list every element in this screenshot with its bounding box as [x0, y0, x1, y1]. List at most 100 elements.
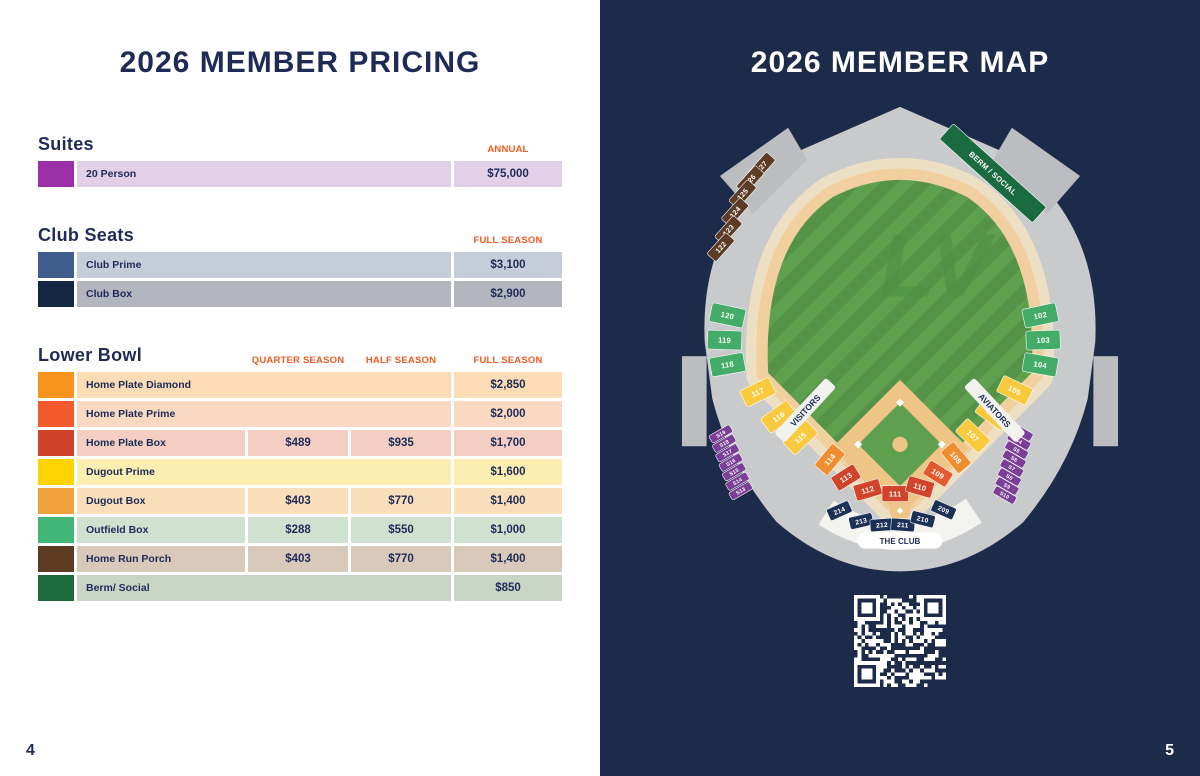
qr-module [890, 683, 895, 687]
qr-module [861, 609, 866, 614]
qr-module [883, 613, 888, 618]
price-cell-full: $1,400 [454, 546, 562, 572]
qr-module [927, 594, 932, 599]
qr-module [894, 598, 899, 603]
qr-module [879, 661, 884, 665]
qr-module [931, 657, 935, 662]
qr-module [876, 668, 880, 673]
row-label: Outfield Box [77, 517, 245, 543]
qr-module [854, 675, 858, 680]
qr-module [923, 628, 928, 632]
qr-module [942, 657, 946, 662]
qr-module [890, 635, 895, 640]
qr-module [868, 639, 873, 643]
qr-module [861, 672, 866, 676]
map-section-s18: S18 [712, 434, 737, 453]
svg-text:S7: S7 [1007, 464, 1016, 473]
qr-module [890, 631, 895, 636]
qr-module [916, 679, 921, 684]
row-color-swatch [38, 161, 74, 187]
qr-module [894, 650, 899, 654]
qr-module [931, 664, 935, 669]
pricing-row: Dugout Prime $1,600 [38, 459, 562, 485]
qr-module [854, 628, 858, 632]
qr-module [854, 664, 858, 669]
qr-module [854, 605, 858, 610]
price-cell-quarter: $403 [248, 488, 348, 514]
svg-text:S6: S6 [1009, 455, 1018, 464]
qr-module [909, 664, 913, 669]
qr-module [887, 679, 891, 684]
svg-text:118: 118 [720, 359, 734, 370]
map-section-102: 102 [1021, 302, 1059, 329]
qr-module [916, 675, 921, 680]
map-section-113: 113 [830, 464, 862, 491]
svg-text:211: 211 [897, 522, 909, 530]
pricing-row: Home Plate Prime $2,000 [38, 401, 562, 427]
price-cell-full: $1,000 [454, 517, 562, 543]
map-page-title: 2026 MEMBER MAP [750, 46, 1050, 79]
row-color-swatch [38, 575, 74, 601]
qr-module [942, 605, 946, 610]
qr-module [938, 639, 943, 643]
qr-module [865, 594, 869, 599]
qr-module [898, 617, 902, 621]
qr-module [887, 672, 891, 676]
pricing-row: Club Box $2,900 [38, 281, 562, 307]
map-section-210: 210 [909, 510, 936, 528]
qr-module [942, 664, 946, 669]
qr-module [894, 624, 899, 629]
qr-module [883, 642, 888, 647]
qr-module [901, 620, 906, 625]
qr-module [916, 594, 921, 599]
qr-module [876, 631, 880, 636]
price-cell-full: $850 [454, 575, 562, 601]
qr-module [857, 620, 862, 625]
qr-module [857, 624, 862, 629]
qr-module [912, 617, 917, 621]
svg-text:S9: S9 [1002, 482, 1011, 491]
map-section-103: 103 [1025, 329, 1061, 351]
qr-module [868, 631, 873, 636]
qr-module [912, 668, 917, 673]
qr-module [879, 624, 884, 629]
qr-module [883, 679, 888, 684]
qr-module [901, 650, 906, 654]
qr-module [920, 650, 924, 654]
qr-module [872, 650, 877, 654]
map-section-213: 213 [848, 512, 874, 530]
qr-module [898, 631, 902, 636]
map-section-s10: S10 [992, 485, 1017, 505]
qr-module [934, 642, 939, 647]
qr-module [854, 668, 858, 673]
qr-module [857, 683, 862, 687]
qr-module [920, 594, 924, 599]
qr-module [912, 639, 917, 643]
qr-module [938, 620, 943, 625]
price-cell-half: $935 [351, 430, 451, 456]
qr-module [905, 628, 910, 632]
qr-module [938, 617, 943, 621]
map-section-211: 211 [890, 517, 916, 533]
qr-module [920, 635, 924, 640]
qr-module [865, 675, 869, 680]
svg-text:S10: S10 [998, 491, 1010, 501]
qr-module [883, 661, 888, 665]
qr-module [887, 598, 891, 603]
qr-module [890, 617, 895, 621]
qr-module [938, 594, 943, 599]
price-cell-full: $2,900 [454, 281, 562, 307]
qr-module [857, 650, 862, 654]
column-header: FULL SEASON [473, 235, 543, 246]
qr-module [883, 617, 888, 621]
qr-module [938, 675, 943, 680]
qr-module [912, 609, 917, 614]
qr-module [905, 639, 910, 643]
qr-module [879, 664, 884, 669]
qr-module [916, 613, 921, 618]
qr-module [890, 675, 895, 680]
row-color-swatch [38, 459, 74, 485]
qr-module [912, 679, 917, 684]
column-header: HALF SEASON [365, 355, 437, 366]
